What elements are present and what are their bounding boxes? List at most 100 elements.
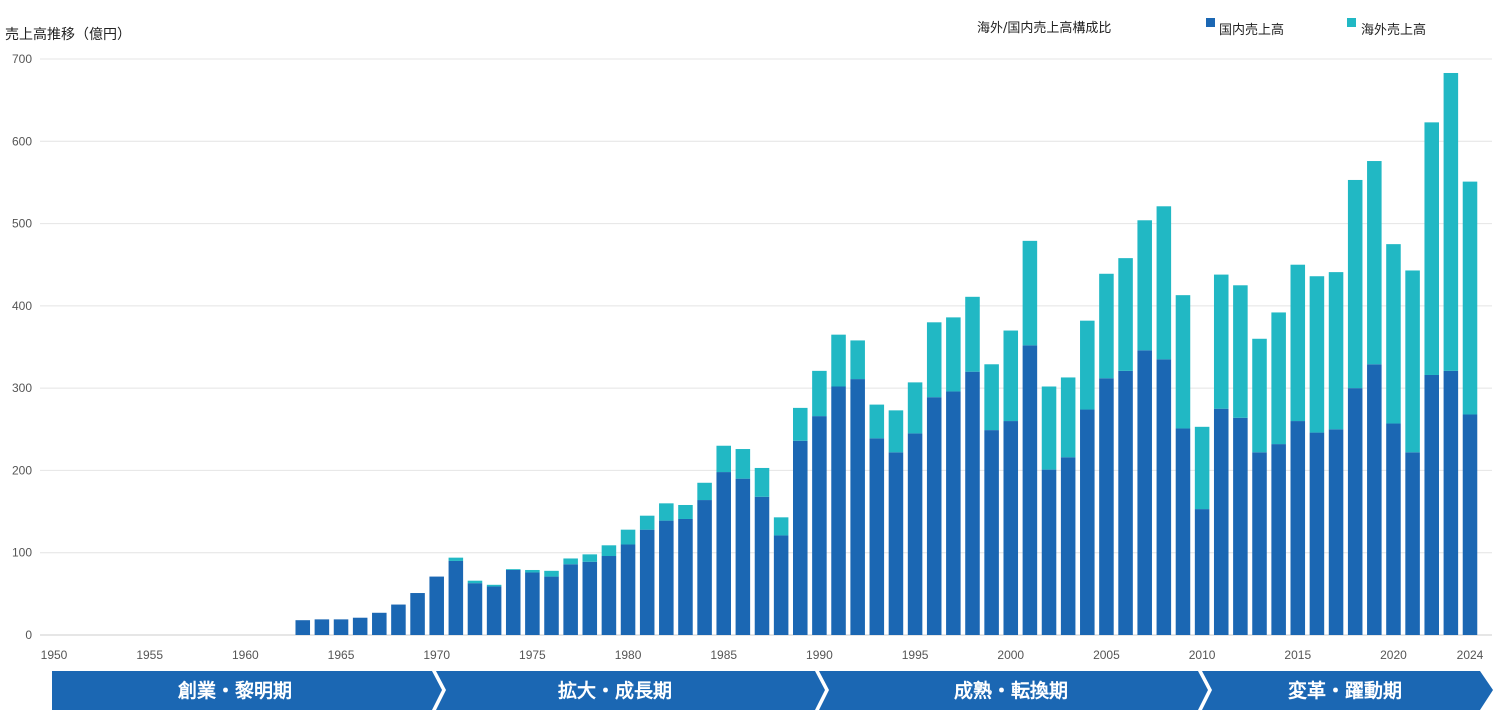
x-tick-label: 2015 [1284, 648, 1311, 662]
bar-domestic [582, 561, 598, 635]
bar-domestic [1003, 421, 1019, 635]
bar-domestic [1041, 469, 1057, 635]
y-tick-label: 700 [12, 52, 32, 66]
bar-overseas [1252, 338, 1267, 453]
bar-domestic [850, 379, 865, 635]
bars [295, 72, 1478, 635]
y-axis-title: 売上高推移（億円） [5, 26, 131, 43]
bar-overseas [467, 580, 483, 584]
bar-overseas [1118, 258, 1133, 371]
bar-domestic [831, 386, 846, 635]
x-tick-label: 1965 [328, 648, 355, 662]
bar-overseas [946, 317, 961, 392]
bar-domestic [352, 617, 368, 635]
bar-overseas [965, 296, 980, 372]
bar-overseas [926, 322, 942, 398]
bar-domestic [505, 569, 521, 635]
x-axis-ticks: 1950 1955 1960 1965 1970 1975 1980 1985 1990 1995… [41, 648, 1484, 662]
x-tick-label: 1960 [232, 648, 259, 662]
bar-overseas [601, 545, 617, 557]
bar-domestic [1424, 374, 1439, 635]
bar-overseas [1233, 285, 1248, 418]
y-axis-ticks: 0 100 200 300 400 500 600 700 [12, 52, 32, 642]
bar-domestic [1386, 423, 1401, 635]
bar-domestic [410, 593, 425, 635]
x-tick-label: 1990 [806, 648, 833, 662]
bar-overseas [1424, 122, 1439, 375]
bar-overseas [1271, 312, 1286, 445]
bar-domestic [1175, 428, 1191, 635]
bar-overseas [869, 404, 885, 439]
era-label-expansion: 拡大・成長期 [558, 679, 672, 702]
bar-overseas [793, 407, 808, 441]
bar-overseas [850, 340, 865, 380]
era-arrow-transformation [1202, 671, 1493, 710]
bar-overseas [1156, 206, 1172, 360]
y-tick-label: 100 [12, 546, 32, 560]
bar-overseas [984, 364, 999, 431]
bar-overseas [1003, 330, 1019, 422]
x-tick-label: 2024 [1457, 648, 1484, 662]
bar-overseas [754, 467, 770, 497]
bar-overseas [1367, 161, 1382, 365]
bar-domestic [1443, 370, 1459, 635]
bar-overseas [1194, 426, 1210, 510]
bar-domestic [639, 529, 655, 635]
bar-domestic [965, 371, 980, 635]
bar-domestic [314, 619, 330, 635]
bar-domestic [1156, 359, 1172, 635]
bar-overseas [1290, 264, 1306, 422]
bar-overseas [773, 517, 789, 536]
x-tick-label: 2010 [1189, 648, 1216, 662]
bar-domestic [793, 440, 808, 635]
era-label-maturity: 成熟・転換期 [954, 679, 1068, 702]
y-tick-label: 500 [12, 217, 32, 231]
bar-domestic [697, 500, 712, 635]
bar-domestic [1462, 414, 1478, 635]
bar-domestic [525, 572, 540, 635]
bar-overseas [1137, 220, 1152, 351]
bar-overseas [1022, 240, 1038, 346]
era-banner: 創業・黎明期 拡大・成長期 成熟・転換期 変革・躍動期 [52, 671, 1493, 710]
bar-overseas [639, 515, 655, 530]
x-tick-label: 2000 [997, 648, 1024, 662]
x-tick-label: 2020 [1380, 648, 1407, 662]
era-arrow-expansion [436, 671, 825, 710]
legend-swatch-overseas [1347, 18, 1356, 27]
bar-domestic [869, 438, 885, 635]
bar-overseas [544, 570, 559, 577]
bar-domestic [907, 433, 923, 635]
bar-domestic [448, 560, 464, 635]
bar-domestic [1213, 408, 1229, 635]
bar-domestic [1290, 421, 1306, 635]
bar-overseas [505, 569, 521, 570]
bar-domestic [601, 556, 617, 635]
bar-overseas [1443, 72, 1459, 371]
bar-overseas [697, 482, 712, 501]
bar-overseas [831, 334, 846, 387]
bar-domestic [1099, 378, 1114, 635]
bar-overseas [525, 569, 540, 573]
bar-overseas [907, 382, 923, 434]
bar-domestic [984, 430, 999, 635]
y-tick-label: 300 [12, 381, 32, 395]
bar-overseas [1080, 320, 1095, 410]
y-tick-label: 600 [12, 134, 32, 148]
bar-domestic [926, 397, 942, 635]
bar-overseas [678, 504, 693, 519]
bar-overseas [563, 558, 578, 565]
x-tick-label: 1995 [902, 648, 929, 662]
bar-domestic [295, 620, 311, 635]
legend-title: 海外/国内売上高構成比 [977, 20, 1111, 36]
bar-domestic [391, 604, 406, 635]
x-tick-label: 1955 [136, 648, 163, 662]
y-tick-label: 200 [12, 463, 32, 477]
bar-domestic [1194, 509, 1210, 635]
bar-domestic [372, 612, 387, 635]
bar-domestic [1233, 417, 1248, 635]
bar-overseas [448, 557, 464, 561]
x-tick-label: 2005 [1093, 648, 1120, 662]
bar-domestic [946, 391, 961, 635]
bar-overseas [716, 445, 731, 473]
